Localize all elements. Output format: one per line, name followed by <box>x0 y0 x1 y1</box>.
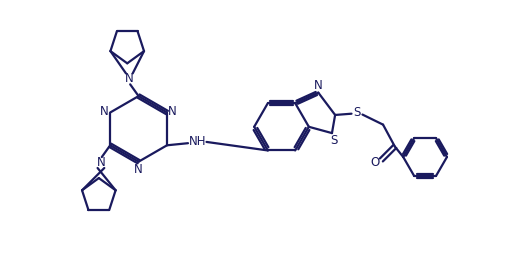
Text: N: N <box>125 72 134 85</box>
Text: NH: NH <box>189 135 206 149</box>
Text: N: N <box>134 163 143 176</box>
Text: S: S <box>330 134 338 147</box>
Text: N: N <box>100 105 108 118</box>
Text: O: O <box>371 156 380 168</box>
Text: N: N <box>96 156 105 170</box>
Text: N: N <box>314 79 322 91</box>
Text: N: N <box>168 105 177 118</box>
Text: S: S <box>353 106 361 119</box>
